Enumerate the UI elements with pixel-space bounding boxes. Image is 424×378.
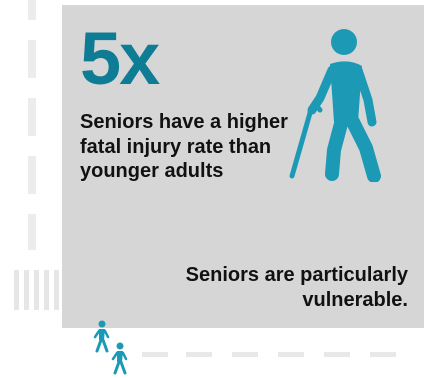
info-panel xyxy=(62,5,424,328)
lane-dash xyxy=(370,352,396,357)
lane-dash xyxy=(28,40,36,78)
lane-dash xyxy=(142,352,168,357)
lane-dash xyxy=(28,0,36,20)
crosswalk-stripe xyxy=(34,270,39,310)
lane-dash xyxy=(232,352,258,357)
crosswalk-stripe xyxy=(44,270,49,310)
senior-with-cane-icon xyxy=(289,29,381,182)
crosswalk-stripe xyxy=(14,270,19,310)
lane-dash xyxy=(324,352,350,357)
stat-description: Seniors have a higher fatal injury rate … xyxy=(80,111,288,182)
vulnerability-note: Seniors are particularly vulnerable. xyxy=(185,264,408,311)
lane-dash xyxy=(28,156,36,194)
lane-dash xyxy=(186,352,212,357)
pedestrian-icon xyxy=(111,342,128,375)
crosswalk-stripe xyxy=(24,270,29,310)
lane-dash xyxy=(278,352,304,357)
crosswalk-stripe xyxy=(54,270,59,310)
pedestrian-icon xyxy=(93,320,110,353)
lane-dash xyxy=(28,98,36,136)
stat-value: 5x xyxy=(80,17,160,100)
lane-dash xyxy=(28,214,36,250)
